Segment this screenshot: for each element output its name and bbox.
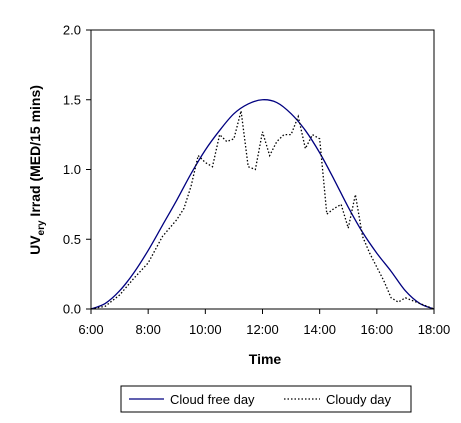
y-axis-title-rest: Irrad (MED/15 mins)	[27, 85, 43, 220]
y-tick-label: 1.0	[63, 162, 81, 177]
x-tick-label: 16:00	[361, 322, 394, 337]
x-tick-label: 18:00	[418, 322, 451, 337]
y-tick-label: 0.0	[63, 302, 81, 317]
y-tick-label: 2.0	[63, 23, 81, 38]
plot-lines	[90, 99, 435, 310]
x-tick-label: 8:00	[136, 322, 161, 337]
legend-box	[120, 385, 412, 413]
y-axis-title-main: UV	[27, 235, 43, 255]
y-tick-label: 1.5	[63, 92, 81, 107]
x-tick-label: 14:00	[303, 322, 336, 337]
y-ticks: 0.0 0.5 1.0 1.5 2.0	[63, 23, 91, 317]
legend-label-cloudy: Cloudy day	[326, 392, 392, 407]
series-line-cloud-free	[90, 99, 435, 310]
x-axis-title: Time	[249, 351, 282, 367]
axes	[90, 29, 435, 310]
y-axis-title: UVery Irrad (MED/15 mins)	[27, 85, 47, 255]
series-line-cloudy	[90, 110, 435, 310]
y-tick-label: 0.5	[63, 232, 81, 247]
legend-label-cloud-free: Cloud free day	[170, 392, 255, 407]
plot-area-frame	[90, 29, 435, 310]
legend: Cloud free day Cloudy day	[120, 385, 412, 413]
x-tick-label: 6:00	[78, 322, 103, 337]
x-tick-label: 12:00	[246, 322, 279, 337]
x-ticks: 6:00 8:00 10:00 12:00 14:00 16:00 18:00	[78, 309, 450, 337]
x-tick-label: 10:00	[189, 322, 222, 337]
y-axis-title-subscript: ery	[36, 220, 47, 235]
